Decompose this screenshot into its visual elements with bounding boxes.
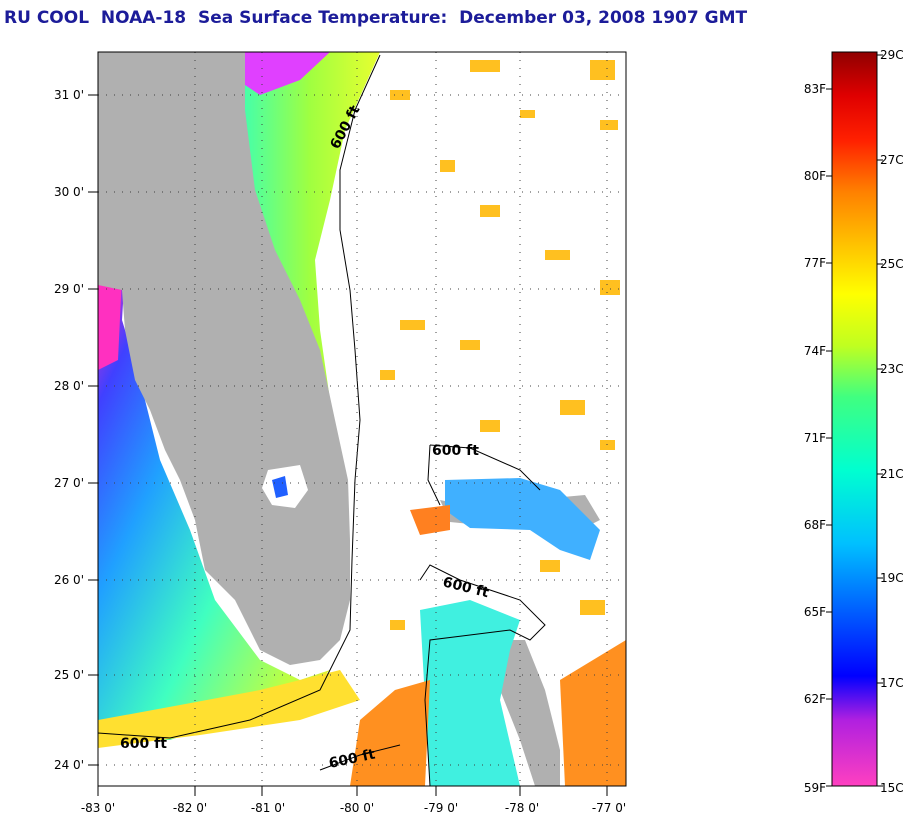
gulf-magenta-patch bbox=[98, 265, 122, 370]
colorbar-c-label: 15C bbox=[880, 781, 904, 795]
map-title: RU COOL NOAA-18 Sea Surface Temperature:… bbox=[4, 8, 748, 28]
bahamas-shallow-sst bbox=[445, 478, 600, 560]
colorbar: 83F 80F 77F 74F 71F 68F 65F 62F 59F 29C … bbox=[804, 48, 904, 795]
contour-label: 600 ft bbox=[120, 736, 167, 752]
lat-label: 25 0' bbox=[54, 668, 84, 682]
colorbar-c-label: 25C bbox=[880, 257, 904, 271]
andros-land bbox=[500, 640, 560, 786]
colorbar-f-label: 68F bbox=[804, 518, 826, 532]
lat-label: 27 0' bbox=[54, 476, 84, 490]
colorbar-f-label: 71F bbox=[804, 431, 826, 445]
graticule bbox=[98, 52, 626, 786]
isobath-600ft bbox=[98, 54, 546, 786]
colorbar-f-label: 83F bbox=[804, 82, 826, 96]
ne-magenta-patch bbox=[245, 52, 330, 95]
colorbar-c-label: 21C bbox=[880, 467, 904, 481]
lat-label: 30 0' bbox=[54, 185, 84, 199]
colorbar-f-label: 77F bbox=[804, 256, 826, 270]
lat-label: 28 0' bbox=[54, 379, 84, 393]
lat-label: 26 0' bbox=[54, 573, 84, 587]
tongue-of-ocean-sst bbox=[350, 680, 430, 786]
map-frame bbox=[97, 51, 627, 787]
gulf-sst-field bbox=[98, 260, 330, 740]
lat-label: 24 0' bbox=[54, 758, 84, 772]
lon-label: -80 0' bbox=[340, 801, 374, 815]
lat-label: 31 0' bbox=[54, 88, 84, 102]
lon-label: -81 0' bbox=[251, 801, 285, 815]
georgia-land bbox=[98, 52, 245, 60]
keys-warm-band bbox=[98, 670, 360, 748]
florida-land bbox=[98, 52, 350, 665]
east-coast-sst-field bbox=[240, 52, 380, 400]
colorbar-gradient bbox=[831, 51, 878, 787]
map-panel bbox=[98, 52, 626, 786]
eastern-bahamas-sst bbox=[560, 640, 626, 786]
lat-label: 29 0' bbox=[54, 282, 84, 296]
lon-label: -77 0' bbox=[592, 801, 626, 815]
lon-label: -83 0' bbox=[81, 801, 115, 815]
colorbar-c-label: 29C bbox=[880, 48, 904, 62]
frame-ticks bbox=[88, 94, 608, 796]
lon-label: -79 0' bbox=[424, 801, 458, 815]
lon-label: -78 0' bbox=[505, 801, 539, 815]
colorbar-f-label: 74F bbox=[804, 344, 826, 358]
lon-label: -82 0' bbox=[173, 801, 207, 815]
colorbar-f-label: 80F bbox=[804, 169, 826, 183]
colorbar-c-label: 23C bbox=[880, 362, 904, 376]
scattered-sst-patches bbox=[380, 60, 620, 630]
colorbar-c-label: 19C bbox=[880, 571, 904, 585]
colorbar-c-label: 27C bbox=[880, 153, 904, 167]
bank-cyan-sst bbox=[420, 600, 520, 786]
contour-label: 600 ft bbox=[432, 443, 479, 459]
colorbar-f-label: 62F bbox=[804, 692, 826, 706]
colorbar-c-label: 17C bbox=[880, 676, 904, 690]
colorbar-f-label: 59F bbox=[804, 781, 826, 795]
colorbar-f-label: 65F bbox=[804, 605, 826, 619]
